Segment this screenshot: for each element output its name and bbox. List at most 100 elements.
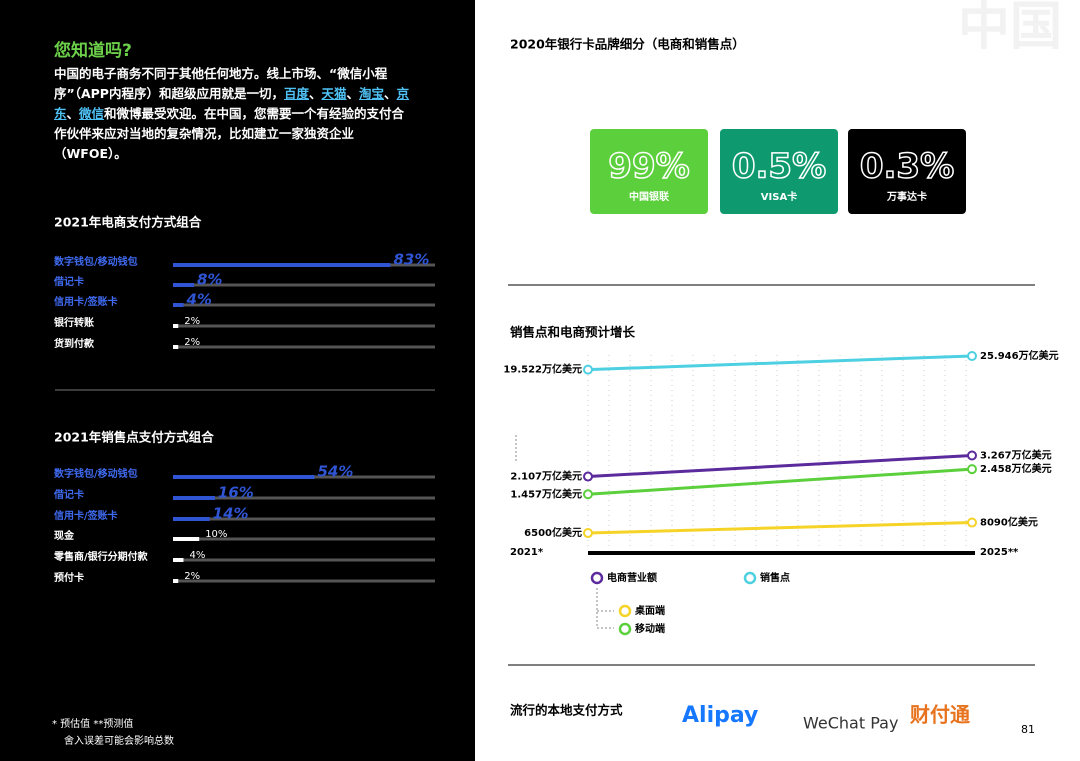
logo: Alipay xyxy=(682,703,758,728)
text: 和微博最受欢迎。在中国，您需要一个有经验的支付合作伙伴来应对当地的复杂情况，比如… xyxy=(54,106,405,161)
bar xyxy=(173,537,200,541)
bar-label: 借记卡 xyxy=(53,488,84,501)
bar-label: 信用卡/签账卡 xyxy=(54,295,118,308)
value-label: 6500亿美元 xyxy=(524,526,582,539)
legend-marker xyxy=(618,604,632,618)
bar-label: 现金 xyxy=(54,529,75,542)
bar xyxy=(173,496,215,500)
legend-marker xyxy=(590,571,604,585)
bar xyxy=(173,303,184,307)
legend-marker xyxy=(743,571,757,585)
value-label: 2% xyxy=(184,571,200,582)
value-label: 2% xyxy=(184,316,200,327)
value-label: 25.946万亿美元 xyxy=(980,349,1059,362)
brand-box xyxy=(720,129,838,214)
legend-label: 桌面端 xyxy=(634,604,665,617)
point xyxy=(967,517,977,528)
bar xyxy=(173,558,184,562)
value-label: 10% xyxy=(205,529,227,540)
link[interactable]: 淘宝 xyxy=(359,86,385,101)
left-panel: 您知道吗? 中国的电子商务不同于其他任何地方。线上市场、“微信小程序”（APP内… xyxy=(0,0,475,761)
value-label: 54% xyxy=(317,463,353,481)
bar xyxy=(173,517,210,521)
value-label: 3.267万亿美元 xyxy=(980,448,1052,461)
line xyxy=(587,354,973,372)
footnote: * 预估值 **预测值 xyxy=(52,717,133,730)
value-label: 2.107万亿美元 xyxy=(510,470,582,483)
value-label: 8090亿美元 xyxy=(980,516,1038,529)
legend-label: 移动端 xyxy=(635,622,665,635)
link[interactable]: 微信 xyxy=(79,106,105,121)
value-label: 4% xyxy=(189,550,205,561)
chart-title: 2021年电商支付方式组合 xyxy=(54,215,202,230)
text: 、 xyxy=(384,86,397,101)
bar xyxy=(173,345,179,349)
bar-label: 信用卡/签账卡 xyxy=(54,509,118,522)
value-label: 4% xyxy=(185,291,211,309)
bar xyxy=(173,475,315,479)
brand-label: 中国银联 xyxy=(629,190,669,203)
point xyxy=(583,364,593,375)
legend-connector xyxy=(596,588,614,629)
bar-label: 零售商/银行分期付款 xyxy=(53,550,149,563)
point xyxy=(967,464,977,475)
year-label: 2025** xyxy=(980,547,1019,558)
brand-value: 99% xyxy=(608,147,689,187)
watermark: 中国 xyxy=(958,0,1062,57)
value-label: 8% xyxy=(197,271,222,289)
text: 、 xyxy=(346,86,360,101)
bar xyxy=(173,324,179,328)
link[interactable]: 京东 xyxy=(54,86,410,121)
value-label: 1.457万亿美元 xyxy=(510,487,582,500)
logo: 财付通 xyxy=(910,703,970,727)
text: 、 xyxy=(66,106,80,121)
bar-label: 数字钱包/移动钱包 xyxy=(54,255,138,268)
bar-label: 数字钱包/移动钱包 xyxy=(54,467,138,480)
value-label: 14% xyxy=(213,505,249,523)
value-label: 2.458万亿美元 xyxy=(980,462,1052,475)
value-label: 83% xyxy=(393,251,429,269)
value-label: 2% xyxy=(184,337,200,348)
point xyxy=(967,450,977,461)
point xyxy=(583,489,593,500)
chart-title: 销售点和电商预计增长 xyxy=(510,325,636,340)
footnote: 舍入误差可能会影响总数 xyxy=(64,734,174,747)
bar xyxy=(173,263,391,267)
text: 、 xyxy=(308,86,322,101)
section-title: 流行的本地支付方式 xyxy=(510,703,623,718)
legend-marker xyxy=(618,622,632,636)
link[interactable]: 天猫 xyxy=(321,86,347,101)
brand-value: 0.5% xyxy=(732,147,826,187)
year-label: 2021* xyxy=(510,547,544,558)
intro-title: 您知道吗? xyxy=(54,41,132,61)
point xyxy=(967,350,977,361)
bar xyxy=(173,579,179,583)
brand-label: 万事达卡 xyxy=(886,190,927,203)
point xyxy=(583,528,593,539)
brand-box xyxy=(848,129,966,214)
page-number: 81 xyxy=(1021,723,1035,736)
value-label: 19.522万亿美元 xyxy=(503,363,582,376)
brand-box xyxy=(590,129,708,214)
logo: WeChat Pay xyxy=(803,714,898,733)
brand-value: 0.3% xyxy=(860,147,954,187)
chart-title: 2020年银行卡品牌细分（电商和销售点） xyxy=(510,37,745,52)
legend-label: 销售点 xyxy=(760,571,790,584)
bar-label: 借记卡 xyxy=(53,275,84,288)
point xyxy=(583,471,593,482)
line xyxy=(587,453,973,479)
bar-label: 预付卡 xyxy=(54,571,84,584)
link[interactable]: 百度 xyxy=(283,86,309,101)
legend-label: 电商营业额 xyxy=(607,571,657,584)
brand-label: VISA卡 xyxy=(761,190,797,203)
bar-label: 银行转账 xyxy=(54,316,94,329)
intro-text: 中国的电子商务不同于其他任何地方。线上市场、“微信小程序”（APP内程序）和超级… xyxy=(54,64,414,164)
line xyxy=(587,521,973,535)
bar-label: 货到付款 xyxy=(54,337,95,350)
value-label: 16% xyxy=(218,484,254,502)
line xyxy=(587,467,973,496)
chart-title: 2021年销售点支付方式组合 xyxy=(54,430,214,445)
bar xyxy=(173,283,194,287)
